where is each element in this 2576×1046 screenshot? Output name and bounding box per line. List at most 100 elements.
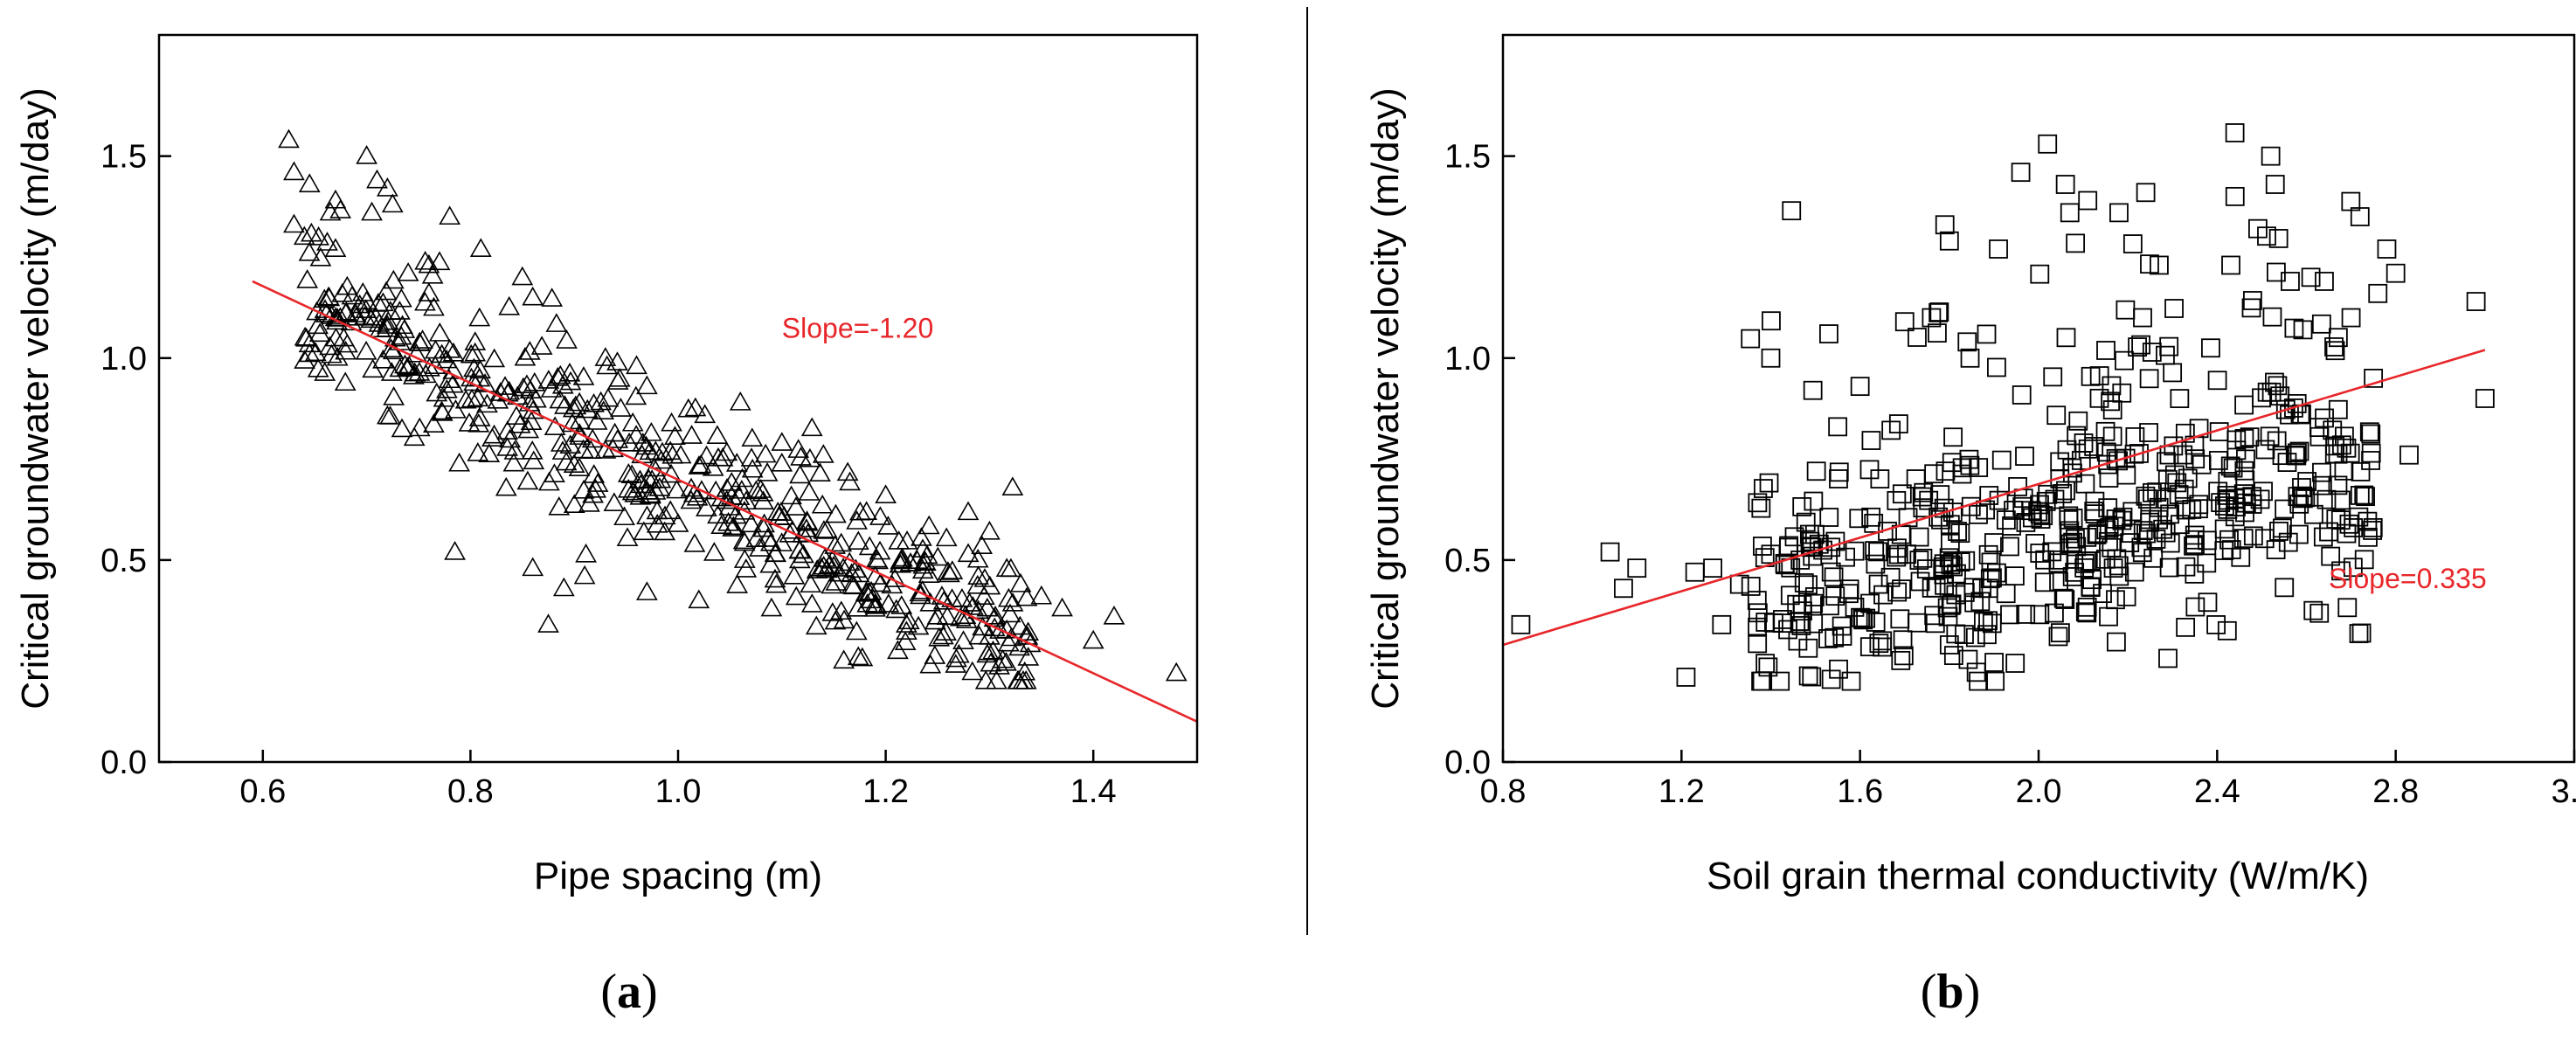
panel-a-data-point (354, 306, 376, 325)
panel-b-data-point (1828, 417, 1848, 437)
panel-b-data-point (1511, 614, 1531, 634)
panel-b-data-point (2176, 617, 2196, 637)
panel-a-data-point (752, 490, 774, 510)
panel-b-data-point (2265, 175, 2285, 194)
panel-a-data-point (659, 500, 682, 520)
panel-b-data-point (2268, 376, 2288, 396)
panel-b-data-point (2328, 399, 2348, 419)
panel-b-data-point (2289, 494, 2309, 514)
panel-a-data-point (809, 462, 831, 481)
panel-b-data-point (2354, 485, 2374, 505)
panel-b-data-point (1868, 574, 1888, 594)
panel-b-data-point (1989, 239, 2008, 259)
panel-a-data-point (381, 193, 404, 213)
panel-a-data-point (606, 351, 628, 371)
panel-b-y-tick-label: 0.5 (1444, 543, 1491, 579)
panel-a-data-point (729, 391, 751, 411)
panel-b-data-point (1782, 201, 1802, 221)
panel-b-data-point (1964, 592, 1984, 613)
panel-b-data-point (2280, 405, 2299, 425)
panel-a-data-point (805, 615, 828, 635)
panel-b-x-tick-label: 3.2 (2552, 773, 2576, 810)
panel-b-data-point (1891, 650, 1911, 670)
panel-b-data-point (1741, 577, 1761, 596)
panel-a-data-point (664, 426, 686, 445)
panel-b-data-point (2341, 191, 2361, 211)
panel-a-data-point (360, 308, 383, 329)
panel-b-data-point (2096, 520, 2116, 540)
panel-a-data-point (517, 419, 540, 439)
panel-a-data-point (995, 619, 1018, 639)
panel-a-data-point (867, 550, 889, 570)
panel-b-data-point (2273, 518, 2292, 538)
panel-b-data-point (1939, 635, 1959, 655)
panel-b-data-point (2085, 491, 2105, 511)
panel-a-data-point (548, 495, 571, 516)
panel-b-data-point (2197, 553, 2217, 573)
panel-a-data-point (423, 413, 445, 433)
panel-b-data-point (1948, 522, 1967, 541)
panel-b-data-point (2337, 598, 2358, 618)
panel-b-data-point (2198, 530, 2217, 551)
panel-a-data-point (544, 416, 566, 436)
panel-b-data-point (2131, 335, 2150, 355)
panel-a-data-point (537, 613, 559, 633)
panel-b-data-point (2082, 570, 2102, 590)
panel-b-data-point (2050, 452, 2070, 472)
panel-a-data-point (959, 592, 980, 612)
panel-a-data-point (756, 462, 779, 481)
panel-a-data-point (702, 456, 724, 476)
panel-a-data-point (575, 543, 597, 563)
panel-a: 0.6 0.8 1.0 1.2 1.40.00.51.01.5 Slope=-1.20 … (14, 33, 1199, 1019)
panel-a-data-point (412, 329, 433, 349)
panel-b-data-point (2169, 485, 2189, 504)
panel-a-data-point (641, 422, 662, 441)
panel-b-data-point (2354, 550, 2374, 570)
panel-b-data-point (1821, 562, 1841, 582)
panel-a-data-point (1014, 661, 1036, 681)
panel-a-data-point (787, 439, 810, 458)
panel-b-data-point (1825, 586, 1845, 606)
panel-a-data-point (839, 471, 861, 491)
panel-a-data-point (845, 620, 868, 641)
panel-b-data-point (2128, 337, 2147, 357)
panel-a-data-point (793, 544, 814, 564)
panel-b-data-point (2241, 298, 2261, 318)
panel-b-data-point (2113, 507, 2133, 527)
panel-b-data-point (1829, 462, 1849, 482)
panel-b-data-point (2002, 516, 2021, 536)
panel-b-data-point (2225, 186, 2245, 206)
panel-b-data-point (2170, 389, 2190, 409)
panel-a-data-point (444, 541, 466, 560)
panel-b-data-point (1754, 479, 1773, 498)
panel-a-data-point (366, 169, 388, 189)
panel-a-data-point (445, 399, 467, 419)
panel-a-y-tick-label: 0.5 (100, 543, 147, 579)
panel-b-data-point (1868, 542, 1887, 562)
panel-a-data-point (613, 506, 635, 526)
panel-b-data-point (1943, 646, 1963, 666)
panel-a-data-point (694, 404, 717, 424)
panel-b-data-point (1986, 563, 2006, 583)
panel-a-data-point (1009, 573, 1032, 592)
panel-b-data-point (2226, 488, 2246, 509)
panel-a-x-tick-label: 0.6 (239, 773, 286, 810)
panel-b-data-point (2077, 603, 2097, 623)
panel-a-data-point (318, 287, 341, 307)
panel-a-data-point (919, 654, 942, 674)
panel-b-data-point (2139, 423, 2158, 442)
panel-b-data-point (1747, 591, 1767, 610)
panel-b-data-point (2136, 486, 2156, 506)
panel-b-data-point (1791, 616, 1811, 635)
panel-a-data-point (846, 510, 868, 530)
panel-b-data-point (2081, 366, 2101, 386)
panel-a-data-point (467, 442, 489, 461)
panel-a-data-point (379, 301, 402, 320)
panel-b-data-point (2065, 562, 2085, 582)
panel-a-data-point (741, 427, 764, 447)
panel-a-data-point (869, 572, 892, 592)
panel-a-data-point (666, 479, 688, 499)
panel-a-data-point (1001, 476, 1024, 496)
panel-b-data-point (2143, 482, 2162, 502)
panel-a-data-point (505, 405, 528, 425)
